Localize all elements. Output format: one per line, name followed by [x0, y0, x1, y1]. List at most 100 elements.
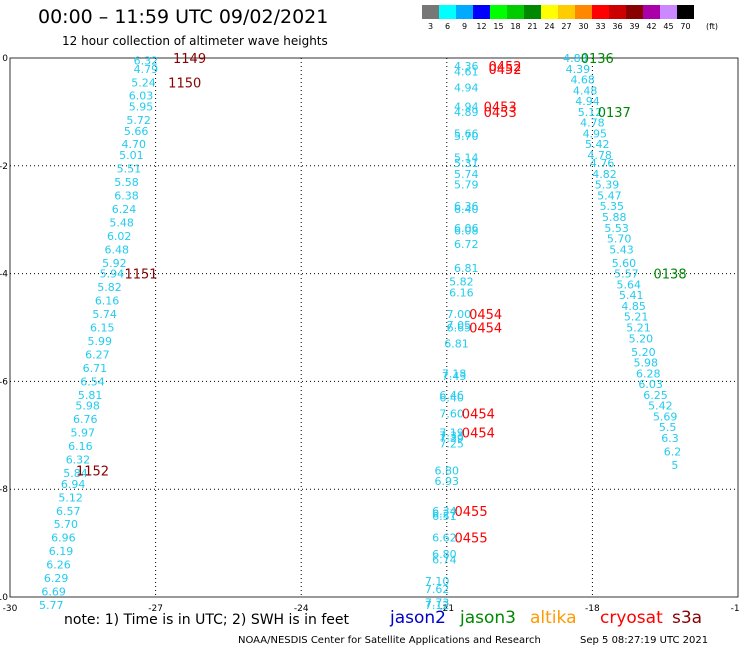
swh-value-label: 5.82	[449, 276, 474, 289]
legend-label: 12	[476, 22, 487, 31]
plot-frame	[9, 57, 739, 598]
y-tick-label: -2	[0, 162, 8, 172]
legend-unit: (ft)	[706, 22, 719, 31]
pass-time-label: 1149	[173, 52, 206, 67]
swh-value-label: 5.97	[71, 427, 96, 440]
legend-label: 18	[510, 22, 521, 31]
swh-value-label: 5.99	[88, 335, 113, 348]
swh-value-label: 5.94	[100, 268, 125, 281]
swh-value-label: 4.94	[575, 95, 600, 108]
swh-value-label: 5.21	[624, 311, 649, 324]
swh-value-label: 4.48	[573, 84, 598, 97]
legend-swatch	[575, 5, 592, 19]
swh-value-label: 5.81	[78, 389, 103, 402]
swh-value-label: 6.40	[454, 203, 479, 216]
swh-value-label: 5.24	[131, 76, 156, 89]
swh-value-label: 5.35	[600, 200, 625, 213]
swh-value-label: 7.33	[439, 429, 464, 442]
pass-time-label: 0453	[484, 106, 517, 121]
swh-value-label: 7.43	[442, 370, 467, 383]
footer-credit: NOAA/NESDIS Center for Satellite Applica…	[238, 635, 541, 646]
legend-cell: 18	[507, 5, 524, 31]
swh-value-label: 7.18	[442, 367, 467, 380]
legend-cell: 3	[422, 5, 439, 31]
swh-value-label: 5.69	[653, 410, 678, 423]
legend-swatch	[558, 5, 575, 19]
swh-value-label: 5.51	[117, 162, 142, 175]
swh-value-label: 5.14	[454, 152, 479, 165]
swh-value-label: 4.78	[587, 149, 612, 162]
swh-value-label: 6.03	[129, 90, 154, 103]
pass-time-label: 0137	[598, 106, 631, 121]
swh-value-label: 5.74	[454, 168, 479, 181]
swh-value-label: 4.78	[580, 117, 605, 130]
swh-value-label: 5.70	[607, 233, 632, 246]
swh-value-label: 5.70	[454, 130, 479, 143]
swh-value-label: 6.46	[439, 389, 464, 402]
legend-swatch	[660, 5, 677, 19]
swh-value-label: 6.54	[80, 375, 105, 388]
pass-time-label: 0452	[488, 63, 521, 78]
legend-cell: 15	[490, 5, 507, 31]
swh-value-label: 5.5	[659, 421, 677, 434]
swh-value-label: 6.72	[454, 238, 479, 251]
legend-label: 6	[444, 22, 451, 31]
swh-value-label: 6.36	[454, 200, 479, 213]
swh-value-label: 6.06	[454, 222, 479, 235]
footer-date: Sep 5 08:27:19 UTC 2021	[580, 635, 709, 646]
swh-value-label: 6.34	[432, 505, 457, 518]
swh-value-label: 5.12	[58, 491, 83, 504]
swh-value-label: 6.57	[56, 505, 81, 518]
swh-value-label: 6.19	[49, 545, 74, 558]
legend-label: 39	[629, 22, 640, 31]
x-tick-label: -24	[294, 604, 309, 614]
swh-value-label: 7.00	[447, 308, 472, 321]
pass-time-label: 1152	[76, 464, 109, 479]
swh-value-label: 4.76	[590, 157, 615, 170]
swh-value-label: 6.94	[61, 478, 86, 491]
swh-value-label: 5.70	[54, 518, 79, 531]
swh-value-label: 4.39	[566, 63, 591, 76]
swh-value-label: 5.53	[604, 222, 629, 235]
swh-value-label: 5.74	[92, 308, 117, 321]
swh-value-label: 6.93	[435, 475, 460, 488]
x-tick-label: -15	[731, 604, 740, 614]
swh-value-label: 6.76	[73, 413, 98, 426]
legend-label: 3	[427, 22, 434, 31]
swh-value-label: 6.24	[112, 203, 137, 216]
legend-label: 36	[612, 22, 623, 31]
swh-value-label: 5.41	[619, 289, 644, 302]
swh-value-label: 5.98	[634, 357, 659, 370]
swh-value-label: 7.10	[425, 575, 450, 588]
legend-label: 27	[561, 22, 572, 31]
swh-value-label: 6.48	[105, 243, 130, 256]
legend-label: 70	[680, 22, 691, 31]
swh-value-label: 5.72	[126, 114, 151, 127]
swh-value-label: 6.15	[90, 322, 115, 335]
swh-value-label: 4.79	[134, 63, 159, 76]
swh-value-label: 6.80	[432, 548, 457, 561]
swh-value-label: 7.73	[425, 596, 450, 609]
legend-swatch	[541, 5, 558, 19]
legend-label: 9	[461, 22, 468, 31]
legend-cell: 12	[473, 5, 490, 31]
swh-value-label: 7.62	[425, 583, 450, 596]
pass-time-label: 0455	[455, 505, 488, 520]
legend-label: 21	[527, 22, 538, 31]
swh-value-label: 6.03	[638, 378, 663, 391]
legend-swatch	[490, 5, 507, 19]
swh-value-label: 6.32	[66, 454, 91, 467]
legend-label: 42	[646, 22, 657, 31]
mission-jason2: jason2	[390, 608, 446, 628]
swh-value-label: 6.16	[68, 440, 93, 453]
swh-value-label: 4.94	[454, 101, 479, 114]
swh-value-label: 6.51	[432, 510, 457, 523]
swh-value-label: 5.60	[612, 257, 637, 270]
legend-swatch	[456, 5, 473, 19]
legend-cell: 9	[456, 5, 473, 31]
swh-value-label: 6.25	[643, 389, 668, 402]
swh-value-label: 6.08	[454, 224, 479, 237]
pass-time-label: 0454	[462, 427, 495, 442]
swh-value-label: 5.20	[629, 332, 654, 345]
legend-cell: 21	[524, 5, 541, 31]
